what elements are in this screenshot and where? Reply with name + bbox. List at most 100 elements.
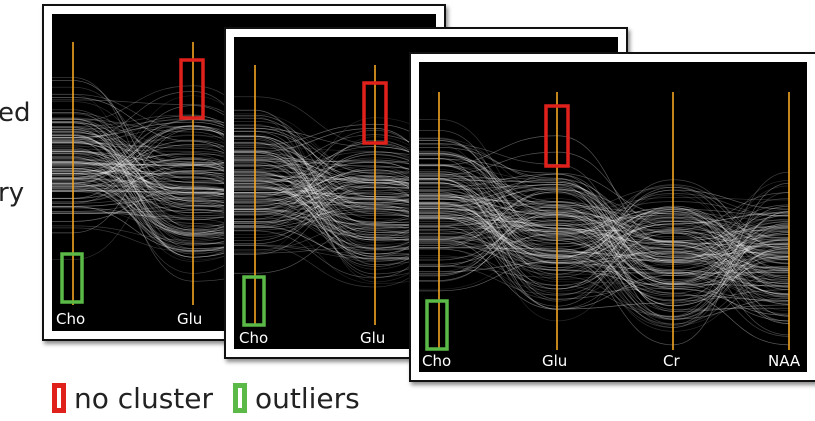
data-line	[419, 211, 790, 287]
data-line	[419, 212, 790, 274]
data-line	[419, 164, 790, 276]
data-line	[419, 205, 790, 284]
data-line	[419, 193, 790, 286]
data-line	[419, 194, 790, 285]
data-line	[419, 158, 790, 279]
no-cluster-box	[544, 104, 570, 168]
data-line	[419, 150, 790, 241]
data-line	[419, 195, 790, 270]
data-line	[419, 183, 790, 285]
data-line	[419, 210, 790, 246]
data-line	[419, 208, 790, 318]
data-line	[419, 143, 790, 276]
data-line	[419, 251, 790, 295]
outliers-swatch	[233, 383, 248, 413]
data-line	[419, 183, 790, 325]
data-line	[419, 197, 790, 259]
outliers-box	[242, 275, 266, 327]
data-line	[419, 153, 790, 316]
parallel-coords-panel-3: Cho Glu Cr NAA	[409, 52, 815, 382]
data-line	[419, 219, 790, 252]
data-line	[419, 151, 790, 254]
data-line	[419, 135, 790, 246]
data-line	[419, 194, 790, 260]
data-line	[419, 153, 790, 307]
data-line	[419, 182, 790, 301]
data-line	[419, 182, 790, 325]
outliers-box	[425, 299, 449, 351]
data-line	[419, 188, 790, 248]
data-line	[419, 175, 790, 281]
data-line	[419, 158, 790, 305]
data-line	[419, 214, 790, 285]
data-line	[419, 201, 790, 296]
plot-canvas-3: Cho Glu Cr NAA	[419, 62, 807, 372]
data-line	[419, 194, 790, 263]
data-line	[419, 212, 790, 306]
data-line	[419, 217, 790, 260]
data-line	[419, 189, 790, 248]
data-line	[419, 217, 790, 270]
data-line	[419, 221, 790, 260]
data-line	[419, 208, 790, 252]
data-line	[419, 138, 790, 315]
data-line	[419, 201, 790, 222]
data-line	[419, 185, 790, 277]
data-line	[419, 169, 790, 258]
no-cluster-box	[362, 81, 388, 145]
data-line	[419, 179, 790, 256]
data-line	[419, 238, 790, 310]
data-line	[419, 208, 790, 282]
data-line	[419, 211, 790, 257]
data-line	[419, 138, 790, 302]
data-line	[419, 227, 790, 317]
data-line	[419, 171, 790, 317]
axis-label-cho: Cho	[422, 352, 451, 370]
data-line	[419, 119, 790, 248]
data-line	[419, 178, 790, 324]
data-line	[419, 221, 790, 287]
data-line	[419, 137, 790, 278]
data-line	[419, 175, 790, 215]
data-line	[419, 241, 790, 332]
data-line	[419, 214, 790, 280]
data-line	[419, 186, 790, 268]
legend: no cluster outliers	[52, 376, 360, 420]
axis-label-naa: NAA	[768, 352, 801, 370]
legend-outliers-label: outliers	[255, 381, 360, 415]
data-line	[419, 173, 790, 232]
data-line	[419, 195, 790, 336]
data-line	[419, 179, 790, 257]
data-line	[419, 191, 790, 274]
data-line	[419, 191, 790, 322]
data-line	[419, 203, 790, 262]
data-line	[419, 203, 790, 316]
data-line	[419, 177, 790, 240]
axis-label-glu: Glu	[360, 329, 385, 347]
data-line	[419, 210, 790, 274]
data-line	[419, 198, 790, 272]
data-line	[419, 140, 790, 320]
data-line	[419, 193, 790, 249]
data-line	[419, 165, 790, 298]
data-line	[419, 208, 790, 298]
data-line	[419, 217, 790, 263]
data-line	[419, 207, 790, 317]
axis-label-cr: Cr	[663, 352, 680, 370]
data-line	[419, 164, 790, 256]
data-line	[419, 189, 790, 237]
data-line	[419, 173, 790, 285]
data-line	[419, 198, 790, 321]
legend-no-cluster-label: no cluster	[74, 381, 214, 415]
data-line	[419, 191, 790, 310]
data-line	[419, 209, 790, 274]
data-line	[419, 214, 790, 259]
data-line	[419, 227, 790, 273]
data-line	[419, 248, 790, 290]
data-line	[419, 179, 790, 295]
data-line	[419, 130, 790, 302]
data-line	[419, 173, 790, 258]
axis-label-cho: Cho	[239, 329, 268, 347]
no-cluster-box	[179, 58, 205, 120]
data-line	[419, 226, 790, 256]
